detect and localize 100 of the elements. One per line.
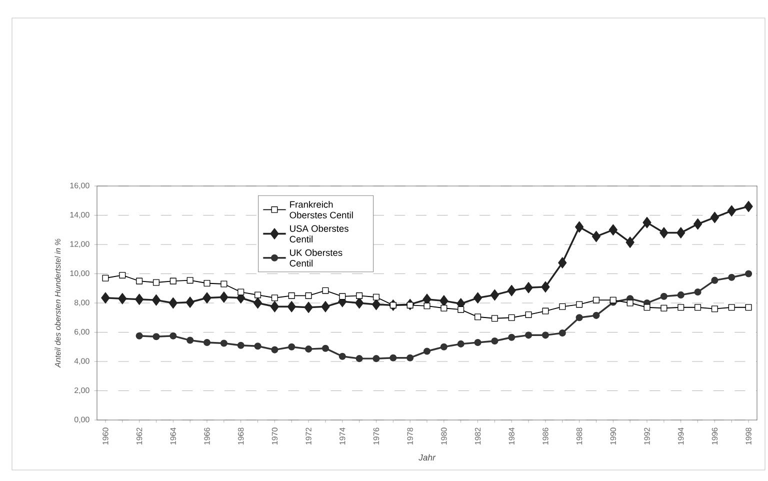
- point: [677, 291, 684, 298]
- point: [220, 340, 228, 347]
- point: [440, 304, 448, 312]
- point: [118, 292, 127, 304]
- point: [119, 272, 126, 278]
- point: [170, 332, 177, 340]
- point: [559, 303, 566, 310]
- point: [356, 292, 363, 299]
- point: [728, 274, 736, 281]
- point: [288, 292, 295, 299]
- point: [457, 340, 464, 348]
- point: [694, 288, 702, 296]
- point: [574, 221, 584, 233]
- legend-label: USA Oberstes Centil: [290, 225, 348, 242]
- x-axis-title: Jahr: [418, 454, 436, 461]
- point: [474, 338, 482, 346]
- point: [390, 354, 397, 362]
- point: [610, 296, 616, 304]
- point: [576, 314, 583, 322]
- point: [202, 292, 212, 304]
- point: [541, 281, 550, 293]
- point: [660, 227, 668, 238]
- point: [576, 301, 583, 308]
- point: [744, 200, 753, 212]
- point: [473, 292, 482, 304]
- point: [508, 314, 515, 321]
- point: [186, 296, 194, 308]
- point: [220, 292, 228, 303]
- point: [134, 294, 144, 305]
- point: [542, 332, 549, 339]
- point: [338, 352, 346, 360]
- point: [186, 336, 194, 344]
- point: [288, 343, 296, 350]
- point: [525, 332, 532, 339]
- point: [660, 292, 668, 300]
- point: [271, 294, 278, 302]
- point: [491, 338, 498, 345]
- point: [237, 342, 244, 349]
- point: [339, 293, 346, 300]
- point: [458, 306, 464, 313]
- point: [542, 308, 549, 314]
- point: [254, 342, 262, 350]
- point: [592, 312, 600, 319]
- point: [271, 346, 278, 354]
- point: [356, 355, 363, 362]
- point: [322, 287, 329, 294]
- point: [558, 257, 567, 268]
- point: [168, 297, 178, 309]
- point: [693, 218, 702, 230]
- point: [711, 276, 718, 284]
- point: [304, 302, 313, 314]
- point: [660, 304, 668, 312]
- point: [136, 332, 143, 340]
- legend-label: Frankreich Oberstes Centil: [290, 200, 353, 218]
- point: [186, 277, 194, 284]
- point: [254, 292, 262, 298]
- point: [745, 270, 752, 278]
- point: [305, 292, 312, 299]
- point: [321, 301, 330, 312]
- point: [524, 282, 533, 294]
- point: [694, 304, 702, 311]
- point: [322, 344, 329, 352]
- point: [508, 334, 516, 341]
- point: [424, 302, 430, 310]
- point: [626, 236, 634, 248]
- legend-label: UK Oberstes Centil: [290, 249, 342, 267]
- point: [676, 227, 686, 238]
- point: [678, 304, 684, 311]
- point: [372, 294, 380, 300]
- point: [102, 274, 109, 282]
- point: [390, 302, 396, 308]
- point: [423, 348, 431, 355]
- point: [608, 224, 618, 236]
- point: [203, 338, 211, 346]
- point: [592, 296, 600, 304]
- point: [490, 289, 500, 301]
- point: [287, 301, 296, 312]
- point: [136, 278, 143, 284]
- point: [406, 302, 414, 308]
- point: [745, 304, 752, 311]
- point: [710, 212, 720, 224]
- point: [491, 315, 498, 322]
- point: [253, 297, 262, 309]
- point: [558, 329, 566, 336]
- point: [101, 292, 110, 304]
- point: [372, 355, 380, 362]
- point: [270, 301, 280, 312]
- point: [170, 278, 176, 284]
- point: [728, 304, 735, 311]
- point: [238, 288, 244, 296]
- point: [727, 205, 736, 217]
- point: [152, 279, 160, 286]
- point: [644, 304, 650, 311]
- point: [711, 306, 718, 312]
- point: [592, 230, 601, 242]
- point: [440, 343, 448, 350]
- point: [507, 284, 516, 296]
- point: [305, 346, 312, 353]
- point: [406, 354, 414, 362]
- point: [440, 295, 448, 306]
